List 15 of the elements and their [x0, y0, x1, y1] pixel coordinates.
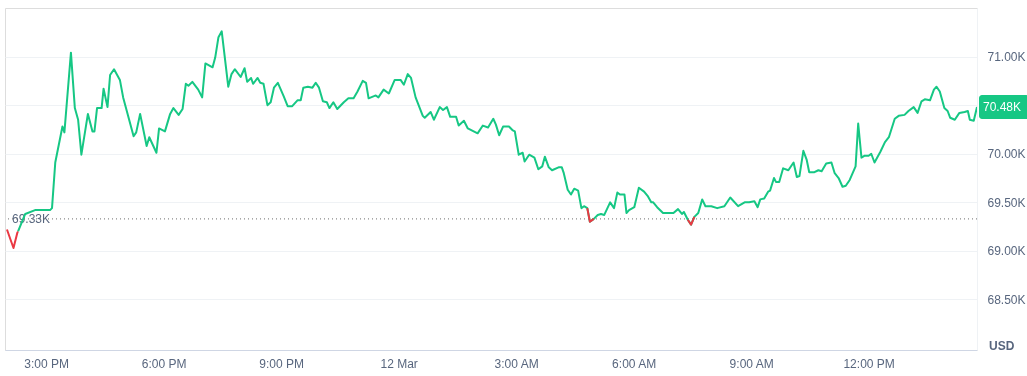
x-tick-label: 3:00 AM — [494, 356, 539, 371]
x-tick-label: 6:00 PM — [141, 356, 187, 371]
x-tick-label: 6:00 AM — [612, 356, 657, 371]
annotation: 70.48K — [983, 100, 1022, 115]
y-tick-label: 71.00K — [987, 50, 1026, 65]
y-tick-label: 69.50K — [987, 195, 1026, 210]
x-tick-label: 3:00 PM — [24, 356, 69, 371]
y-axis-title: USD — [989, 339, 1015, 353]
x-tick-label: 9:00 PM — [259, 356, 304, 371]
x-tick-label: 9:00 AM — [729, 356, 774, 371]
x-tick-label: 12 Mar — [380, 356, 418, 371]
y-tick-label: 69.00K — [987, 244, 1026, 259]
x-tick-label: 12:00 PM — [843, 356, 895, 371]
y-tick-label: 68.50K — [987, 292, 1026, 307]
y-tick-label: 70.00K — [987, 147, 1026, 162]
